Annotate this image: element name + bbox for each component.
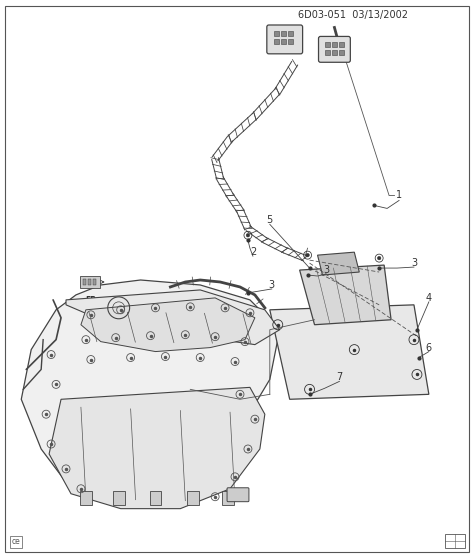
FancyBboxPatch shape xyxy=(319,36,350,62)
Bar xyxy=(332,50,337,55)
Polygon shape xyxy=(300,265,391,325)
FancyBboxPatch shape xyxy=(227,488,249,502)
Polygon shape xyxy=(318,252,359,275)
Bar xyxy=(80,490,92,504)
Polygon shape xyxy=(270,305,429,400)
Bar xyxy=(93,279,96,285)
Bar xyxy=(288,39,292,44)
Bar xyxy=(149,490,162,504)
Bar xyxy=(326,50,330,55)
Bar xyxy=(281,39,286,44)
Bar xyxy=(326,42,330,47)
Bar xyxy=(113,490,125,504)
Bar xyxy=(88,279,91,285)
Circle shape xyxy=(306,253,310,257)
Circle shape xyxy=(246,233,250,237)
Text: ce: ce xyxy=(11,537,20,546)
FancyBboxPatch shape xyxy=(267,25,302,54)
Text: 3: 3 xyxy=(411,258,417,268)
Text: 4: 4 xyxy=(426,293,432,303)
Polygon shape xyxy=(21,280,280,499)
Bar xyxy=(222,490,234,504)
Bar xyxy=(281,31,286,36)
Circle shape xyxy=(377,256,381,260)
Polygon shape xyxy=(66,290,280,345)
Bar xyxy=(274,31,279,36)
Text: 6D03-051  03/13/2002: 6D03-051 03/13/2002 xyxy=(298,9,408,20)
Text: 1: 1 xyxy=(396,190,402,200)
Text: 5: 5 xyxy=(267,215,273,225)
Text: 6: 6 xyxy=(426,343,432,353)
Bar xyxy=(288,31,292,36)
Text: 3: 3 xyxy=(269,280,275,290)
Bar xyxy=(339,50,345,55)
Text: 3: 3 xyxy=(323,265,329,275)
Bar xyxy=(187,490,199,504)
Bar xyxy=(83,279,86,285)
Text: FR: FR xyxy=(85,296,96,305)
Bar xyxy=(445,535,465,549)
Bar xyxy=(332,42,337,47)
Text: 2: 2 xyxy=(250,247,256,257)
Bar xyxy=(339,42,345,47)
Polygon shape xyxy=(49,387,265,509)
Bar xyxy=(274,39,279,44)
FancyBboxPatch shape xyxy=(80,276,100,288)
Text: 7: 7 xyxy=(336,372,343,382)
Polygon shape xyxy=(81,298,255,352)
